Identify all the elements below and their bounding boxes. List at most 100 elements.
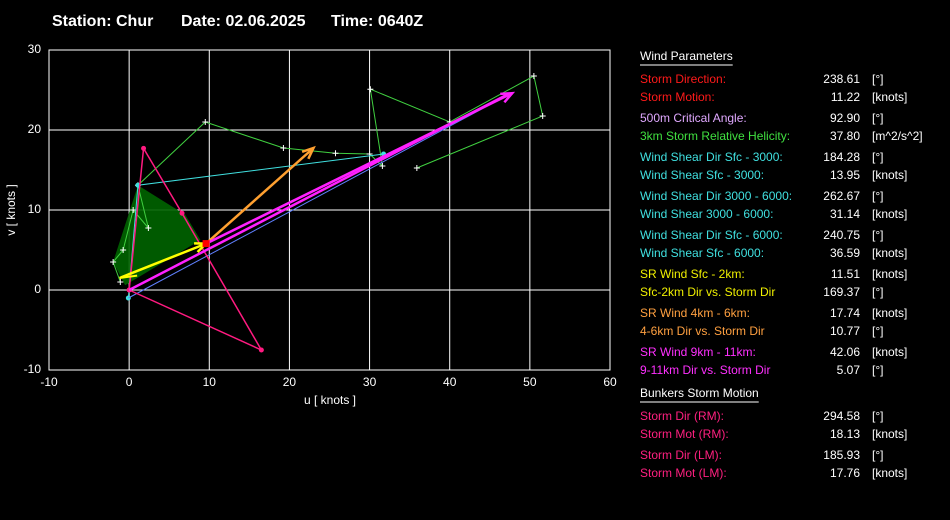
param-unit: [°] [872,111,883,125]
param-label: Wind Shear Dir Sfc - 6000: [640,228,783,242]
param-value: 31.14 [830,207,860,221]
param-label: 9-11km Dir vs. Storm Dir [640,363,770,377]
param-value: 36.59 [830,246,860,260]
y-tick-label: 30 [28,42,42,56]
x-tick-label: 30 [363,375,377,389]
arrowhead [500,91,516,104]
x-tick-label: -10 [40,375,58,389]
point-marker [110,259,117,265]
x-tick-label: 50 [523,375,537,389]
param-value: 5.07 [837,363,861,377]
param-value: 184.28 [823,150,860,164]
point-marker [130,207,137,213]
x-tick-label: 10 [203,375,217,389]
param-value: 17.76 [830,466,860,480]
point-marker [145,225,152,231]
y-tick-label: 0 [34,282,41,296]
param-label: Storm Dir (LM): [640,448,722,462]
param-label: Wind Shear Dir Sfc - 3000: [640,150,783,164]
param-unit: [°] [872,228,883,242]
param-label: Storm Dir (RM): [640,409,724,423]
point-marker [367,86,374,93]
y-tick-label: 10 [28,202,42,216]
param-unit: [knots] [872,345,907,359]
param-unit: [knots] [872,306,907,320]
point-marker [379,163,386,169]
param-unit: [knots] [872,246,907,260]
param-label: Wind Shear 3000 - 6000: [640,207,773,221]
param-unit: [°] [872,448,883,462]
param-value: 185.93 [823,448,860,462]
param-label: SR Wind 9km - 11km: [640,345,756,359]
param-label: Storm Direction: [640,72,726,86]
param-label: 500m Critical Angle: [640,111,747,125]
param-value: 92.90 [830,111,860,125]
date: Date: 02.06.2025 [181,13,306,30]
param-unit: [knots] [872,466,907,480]
param-value: 17.74 [830,306,860,320]
hodograph-line [205,147,315,245]
hodograph-line [119,242,207,280]
x-tick-label: 40 [443,375,457,389]
point-marker [539,113,546,119]
param-value: 11.22 [831,90,860,104]
point-marker [413,165,420,171]
station: Station: Chur [52,13,153,30]
param-value: 240.75 [823,228,860,242]
param-value: 42.06 [830,345,860,359]
param-label: 4-6km Dir vs. Storm Dir [640,324,765,338]
point-marker [179,210,185,216]
param-label: SR Wind Sfc - 2km: [640,267,745,281]
x-tick-label: 60 [603,375,617,389]
param-label: 3km Storm Relative Helicity: [640,129,790,143]
param-value: 262.67 [823,189,860,203]
param-value: 294.58 [823,409,860,423]
param-unit: [°] [872,324,883,338]
param-value: 13.95 [830,168,860,182]
x-tick-label: 0 [126,375,133,389]
param-unit: [knots] [872,267,907,281]
arrowhead [301,145,316,160]
param-value: 11.51 [831,267,860,281]
param-value: 238.61 [823,72,860,86]
point-marker [202,119,209,125]
param-unit: [knots] [872,90,907,104]
param-unit: [knots] [872,427,907,441]
param-unit: [°] [872,150,883,164]
point-marker [530,73,537,79]
param-label: SR Wind 4km - 6km: [640,306,750,320]
param-unit: [°] [872,363,883,377]
point-marker [141,145,147,151]
param-unit: [knots] [872,207,907,221]
param-label: Storm Mot (RM): [640,427,729,441]
point-marker [280,145,287,151]
param-value: 37.80 [830,129,860,143]
x-tick-label: 20 [283,375,297,389]
param-unit: [knots] [872,168,907,182]
section-title: Bunkers Storm Motion [640,386,759,400]
storm-motion [202,240,210,248]
point-marker [120,247,127,253]
param-label: Wind Shear Sfc - 3000: [640,168,764,182]
y-axis-label: v [ knots ] [4,184,18,235]
param-unit: [°] [872,189,883,203]
point-marker [332,150,339,157]
y-tick-label: -10 [24,362,42,376]
point-marker [258,347,264,353]
param-label: Wind Shear Sfc - 6000: [640,246,764,260]
param-value: 169.37 [823,285,860,299]
x-axis-label: u [ knots ] [304,393,356,407]
param-label: Wind Shear Dir 3000 - 6000: [640,189,792,203]
param-unit: [m^2/s^2] [872,129,923,143]
param-label: Storm Motion: [640,90,715,104]
hodograph-line [128,93,511,299]
param-unit: [°] [872,285,883,299]
hodograph-line [205,92,513,245]
point-marker [117,279,124,285]
param-unit: [°] [872,409,883,423]
param-label: Sfc-2km Dir vs. Storm Dir [640,285,775,299]
plot-frame [48,49,611,371]
time: Time: 0640Z [331,13,423,30]
